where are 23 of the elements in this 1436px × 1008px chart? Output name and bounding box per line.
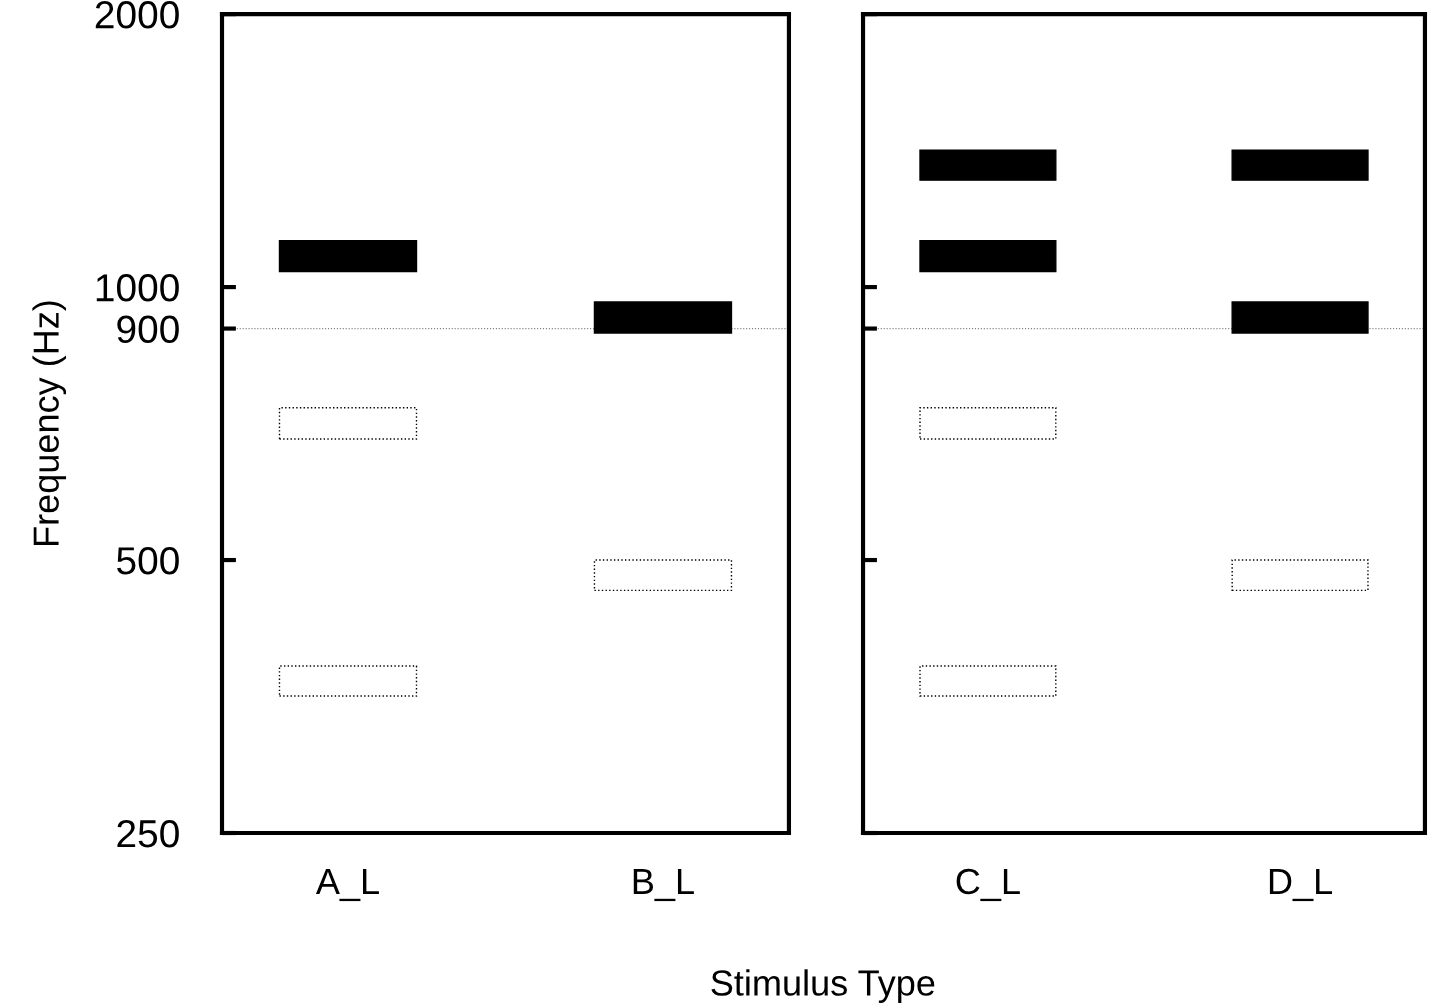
bar: [919, 407, 1057, 440]
y-tick-label: 500: [117, 546, 179, 575]
y-tick-label: 1000: [96, 274, 179, 302]
x-tick-label: C_L: [956, 868, 1020, 902]
x-tick-label: D_L: [1269, 869, 1332, 902]
y-axis-title: Frequency (Hz): [32, 301, 67, 545]
x-tick-label: B_L: [633, 869, 694, 902]
bar: [278, 407, 418, 440]
x-axis-title: Stimulus Type: [711, 969, 935, 1003]
bar: [1231, 301, 1369, 334]
bar: [278, 239, 418, 273]
bar: [1231, 149, 1369, 181]
bar: [919, 149, 1057, 181]
y-tick-label: 900: [117, 315, 179, 344]
bar: [919, 665, 1057, 697]
y-tick-label: 2000: [95, 1, 179, 29]
bar: [1231, 559, 1369, 592]
x-tick-label: A_L: [315, 869, 379, 902]
bar: [593, 301, 733, 334]
bar: [593, 559, 733, 592]
bar: [919, 239, 1057, 273]
bar: [278, 665, 418, 697]
y-tick-label: 250: [117, 819, 179, 848]
